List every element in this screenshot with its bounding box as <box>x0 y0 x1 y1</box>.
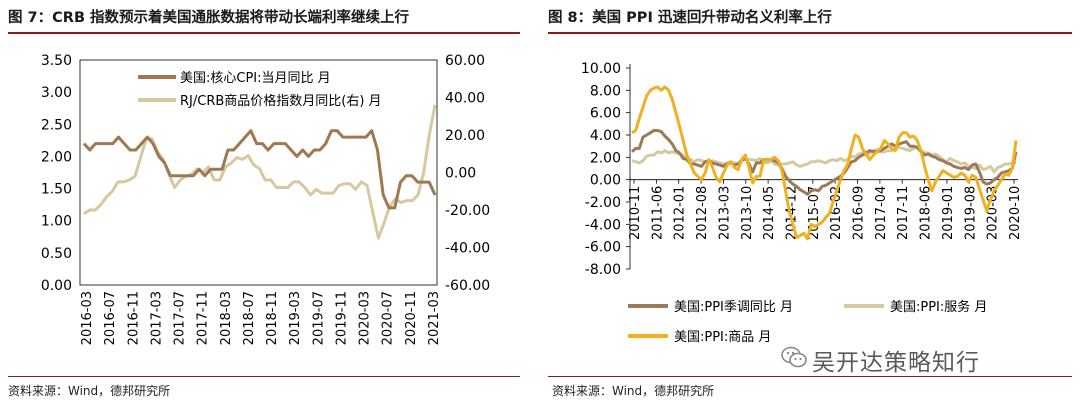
chart7-yright-tick-label: 20.00 <box>445 128 485 144</box>
chart7-x-tick-label: 2018-07 <box>242 291 257 345</box>
chart7-yleft-tick-label: 1.50 <box>41 182 72 198</box>
chart7-yright-tick-label: -20.00 <box>445 203 490 219</box>
chart7-x-tick-label: 2016-11 <box>126 291 141 345</box>
chart7-source: 资料来源：Wind，德邦研究所 <box>8 384 171 398</box>
watermark-text: 吴开达策略知行 <box>812 350 980 376</box>
chart7-yright-tick-label: -40.00 <box>445 241 490 257</box>
chart7-series-crb <box>83 104 437 240</box>
chart7-yright-tick-label: 60.00 <box>445 53 485 69</box>
chart8-x-tick-label: 2017-11 <box>896 186 911 240</box>
chart8-x-tick-label: 2019-01 <box>941 186 956 240</box>
chart8-y-tick-label: 6.00 <box>590 106 621 122</box>
chart7-x-tick-label: 2019-11 <box>334 291 349 345</box>
chart8-y-tick-label: -8.00 <box>585 262 621 278</box>
chart8-y-tick-label: -6.00 <box>585 240 621 256</box>
chart8-x-tick-label: 2011-06 <box>650 186 665 240</box>
chart8-x-tick-label: 2013-03 <box>717 186 732 240</box>
chart8-y-tick-label: 10.00 <box>581 61 621 77</box>
chart8-series-ppi-sa <box>631 129 1018 196</box>
chart7-yleft-tick-label: 1.00 <box>41 214 72 230</box>
chart8-source: 资料来源：Wind，德邦研究所 <box>552 384 715 398</box>
chart7-legend-label: 美国:核心CPI:当月同比 月 <box>180 71 331 86</box>
chart7-frame <box>79 59 438 286</box>
chart7-yleft-tick-label: 3.50 <box>41 53 72 69</box>
chart7-series-core-cpi <box>82 129 437 210</box>
chart8-x-tick-label: 2017-04 <box>874 186 889 240</box>
chart8-series-ppi-services <box>631 145 1016 174</box>
wechat-icon <box>781 346 807 368</box>
chart7-x-tick-label: 2019-03 <box>288 291 303 345</box>
chart7-plot: 0.00 0.50 1.00 1.50 2.00 2.50 3.00 3.50 -60.00 -4… <box>41 53 490 345</box>
chart7-title: 图 7：CRB 指数预示着美国通胀数据将带动长端利率继续上行 <box>8 10 410 26</box>
chart7-x-tick-label: 2019-07 <box>311 291 326 345</box>
chart8-legend-label: 美国:PPI:服务 月 <box>890 299 987 315</box>
chart8-y-tick-label: 2.00 <box>590 150 621 166</box>
chart8-x-tick-label: 2016-09 <box>852 186 867 240</box>
chart7-x-tick-label: 2020-03 <box>358 291 373 345</box>
chart8-bottom-rule <box>548 376 1072 377</box>
chart7-yleft-tick-label: 0.00 <box>41 278 72 294</box>
chart8-x-tick-label: 2014-05 <box>762 186 777 240</box>
chart8-plot: 10.00 8.00 6.00 4.00 2.00 0.00 -2.00 -4.00 -6.00… <box>581 61 1023 345</box>
chart7-yright-tick-label: 40.00 <box>445 91 485 107</box>
chart7-x-tick-label: 2016-07 <box>103 291 118 345</box>
chart7-x-tick-label: 2021-03 <box>427 291 442 345</box>
chart7-x-tick-label: 2016-03 <box>80 291 95 345</box>
chart7-x-tick-label: 2018-03 <box>219 291 234 345</box>
chart8-x-tick-label: 2012-08 <box>695 186 710 240</box>
chart8-x-tick-label: 2013-10 <box>740 186 755 240</box>
chart8-series-ppi-goods <box>631 85 1018 241</box>
chart7-x-tick-label: 2020-11 <box>404 291 419 345</box>
chart7-yright-tick-label: 0.00 <box>445 166 476 182</box>
chart8-y-tick-label: -4.00 <box>585 217 621 233</box>
chart8-x-tick-label: 2019-08 <box>963 186 978 240</box>
chart7-yleft-tick-label: 3.00 <box>41 85 72 101</box>
chart8-title: 图 8：美国 PPI 迅速回升带动名义利率上行 <box>548 10 832 26</box>
chart8-y-tick-label: 4.00 <box>590 128 621 144</box>
chart8-x-tick-label: 2020-10 <box>1008 186 1023 240</box>
chart7-yleft-tick-label: 0.50 <box>41 246 72 262</box>
chart8-x-tick-label: 2012-01 <box>673 186 688 240</box>
chart8-x-tick-label: 2018-06 <box>919 186 934 240</box>
chart8-y-tick-label: 0.00 <box>590 173 621 189</box>
chart7-x-tick-label: 2020-07 <box>381 291 396 345</box>
chart7-x-tick-label: 2017-11 <box>196 291 211 345</box>
chart8-y-tick-label: -2.00 <box>585 195 621 211</box>
chart7-x-tick-label: 2017-03 <box>149 291 164 345</box>
chart8-title-rule <box>548 32 1072 34</box>
chart7-legend-label: RJ/CRB商品价格指数月同比(右) 月 <box>180 93 382 109</box>
chart8-x-tick-label: 2010-11 <box>628 186 643 240</box>
chart7-yleft-tick-label: 2.00 <box>41 149 72 165</box>
chart7-bottom-rule <box>8 376 520 377</box>
chart7-yright-tick-label: -60.00 <box>445 278 490 294</box>
chart8-legend-label: 美国:PPI季调同比 月 <box>674 300 793 315</box>
chart7-title-rule <box>8 32 520 34</box>
chart7-x-tick-label: 2017-07 <box>173 291 188 345</box>
chart8-legend-label: 美国:PPI:商品 月 <box>674 330 771 345</box>
chart7-x-tick-label: 2018-11 <box>265 291 280 345</box>
chart8-y-tick-label: 8.00 <box>590 83 621 99</box>
chart7-yleft-tick-label: 2.50 <box>41 117 72 133</box>
